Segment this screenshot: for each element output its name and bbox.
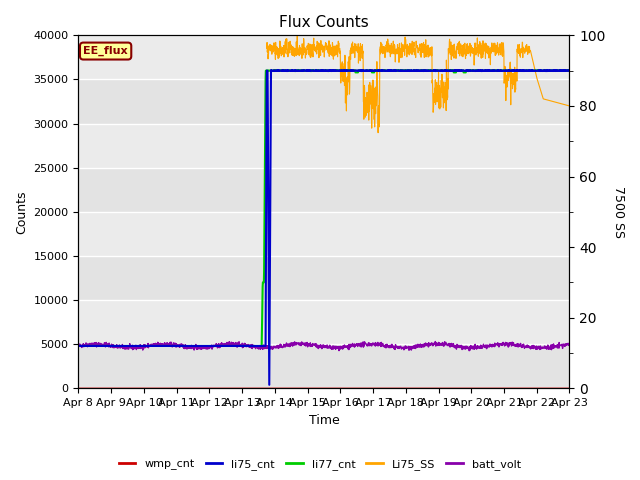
Bar [79, 256, 570, 300]
X-axis label: Time: Time [308, 414, 339, 427]
Bar [79, 168, 570, 212]
Y-axis label: 7500 SS: 7500 SS [612, 186, 625, 238]
Bar [79, 80, 570, 123]
Title: Flux Counts: Flux Counts [279, 15, 369, 30]
Text: EE_flux: EE_flux [83, 46, 128, 56]
Y-axis label: Counts: Counts [15, 190, 28, 234]
Bar [79, 344, 570, 388]
Legend: wmp_cnt, li75_cnt, li77_cnt, Li75_SS, batt_volt: wmp_cnt, li75_cnt, li77_cnt, Li75_SS, ba… [115, 455, 525, 474]
